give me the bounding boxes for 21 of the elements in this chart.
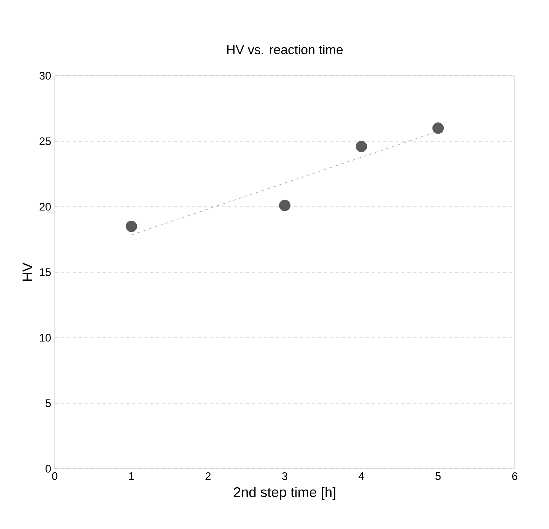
- point: [126, 220, 138, 232]
- x-tick-label: 5: [436, 472, 441, 480]
- y-tick-label: 0: [46, 465, 52, 473]
- x-tick-label: 2: [206, 472, 211, 480]
- y-tick-label: 10: [40, 334, 52, 342]
- x-tick-label: 1: [129, 472, 134, 480]
- chart-title: HV vs. reaction time: [228, 44, 343, 54]
- point: [432, 122, 444, 134]
- y-tick-label: 30: [40, 72, 52, 80]
- x-tick-label: 3: [282, 472, 288, 480]
- point: [356, 141, 368, 152]
- y-tick-label: 15: [40, 268, 52, 276]
- y-tick-label: 25: [40, 138, 52, 146]
- x-axis-title: 2nd step time [h]: [234, 487, 336, 500]
- y-tick-label: 20: [40, 203, 52, 211]
- x-tick-label: 4: [358, 472, 364, 480]
- y-tick-label: 5: [46, 400, 52, 408]
- x-tick-label: 0: [52, 472, 58, 480]
- point: [279, 200, 291, 212]
- x-tick-label: 6: [512, 472, 518, 480]
- y-axis-title: HV: [22, 262, 32, 282]
